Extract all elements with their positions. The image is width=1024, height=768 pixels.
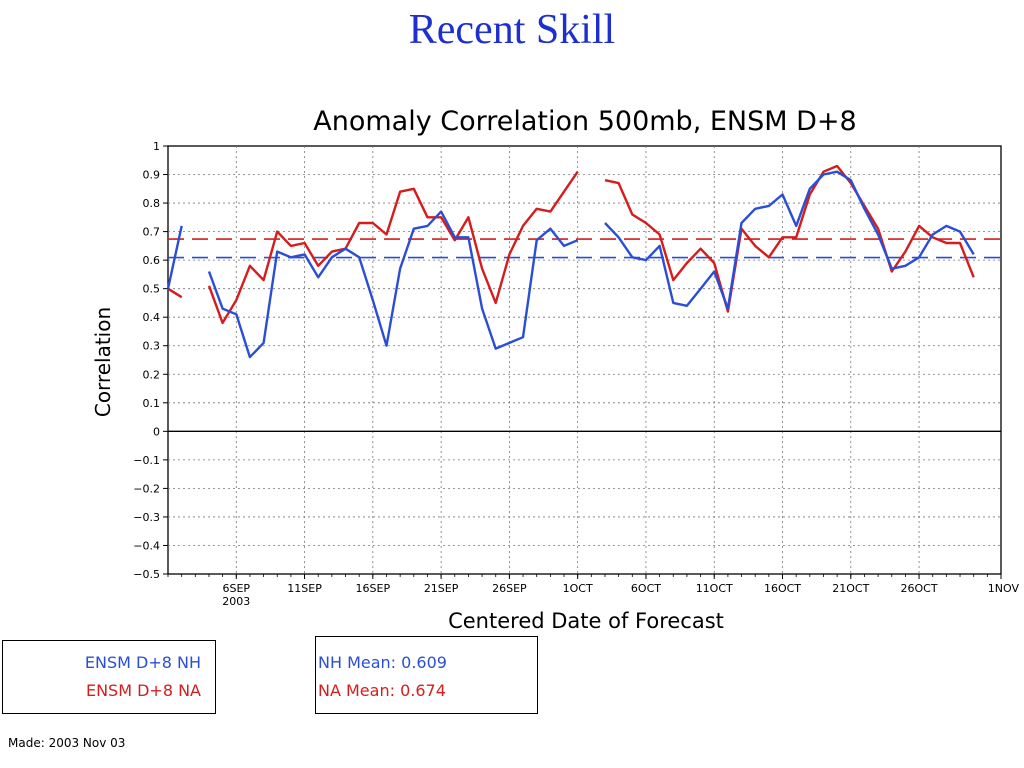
means-legend: NH Mean: 0.609 NA Mean: 0.674 xyxy=(315,636,538,714)
x-tick-label: 21SEP xyxy=(424,582,459,595)
y-tick-label: 0.4 xyxy=(143,311,161,324)
x-tick-label: 26OCT xyxy=(901,582,938,595)
y-tick-label: 0 xyxy=(153,425,160,438)
y-tick-label: 0.3 xyxy=(143,340,161,353)
series-legend: ENSM D+8 NH ENSM D+8 NA xyxy=(2,640,216,714)
slide-title: Recent Skill xyxy=(408,7,616,53)
nh-series-line xyxy=(604,170,975,310)
nh-series-line xyxy=(166,225,183,289)
y-tick-label: 0.8 xyxy=(143,197,161,210)
y-tick-label: 0.5 xyxy=(143,283,161,296)
y-axis-label: Correlation xyxy=(91,307,115,417)
y-tick-label: −0.3 xyxy=(133,511,160,524)
anomaly-correlation-chart: Anomaly Correlation 500mb, ENSM D+8 Corr… xyxy=(91,106,1020,633)
x-axis-label: Centered Date of Forecast xyxy=(448,609,724,633)
made-date: Made: 2003 Nov 03 xyxy=(8,736,126,750)
x-tick-label: 1NOV xyxy=(988,582,1020,595)
y-tick-label: 0.6 xyxy=(143,254,161,267)
nh-mean-label: NH Mean: 0.609 xyxy=(318,653,447,672)
y-tick-label: 0.9 xyxy=(143,169,161,182)
y-tick-label: 1 xyxy=(153,140,160,153)
y-tick-label: 0.2 xyxy=(143,368,161,381)
x-tick-label: 26SEP xyxy=(492,582,527,595)
x-tick-sublabel: 2003 xyxy=(222,595,250,608)
na-series-line xyxy=(604,164,975,313)
y-tick-label: −0.2 xyxy=(133,482,160,495)
y-tick-label: 0.7 xyxy=(143,226,161,239)
y-tick-label: −0.4 xyxy=(133,539,160,552)
y-tick-label: −0.1 xyxy=(133,454,160,467)
na-series-line xyxy=(207,171,579,325)
x-tick-label: 1OCT xyxy=(563,582,593,595)
x-tick-label: 6SEP xyxy=(222,582,250,595)
legend-item-nh: ENSM D+8 NH xyxy=(84,653,201,672)
na-mean-label: NA Mean: 0.674 xyxy=(318,681,446,700)
x-tick-label: 11SEP xyxy=(287,582,322,595)
x-tick-label: 11OCT xyxy=(696,582,733,595)
chart-title: Anomaly Correlation 500mb, ENSM D+8 xyxy=(313,106,856,137)
na-series-line xyxy=(167,287,183,299)
plot-frame xyxy=(167,145,1002,575)
x-tick-label: 21OCT xyxy=(832,582,869,595)
nh-series-line xyxy=(207,210,579,359)
legend-item-na: ENSM D+8 NA xyxy=(85,681,201,700)
y-tick-label: 0.1 xyxy=(143,397,161,410)
x-tick-label: 6OCT xyxy=(631,582,661,595)
x-tick-label: 16SEP xyxy=(356,582,391,595)
x-tick-label: 16OCT xyxy=(764,582,801,595)
y-tick-label: −0.5 xyxy=(133,568,160,581)
